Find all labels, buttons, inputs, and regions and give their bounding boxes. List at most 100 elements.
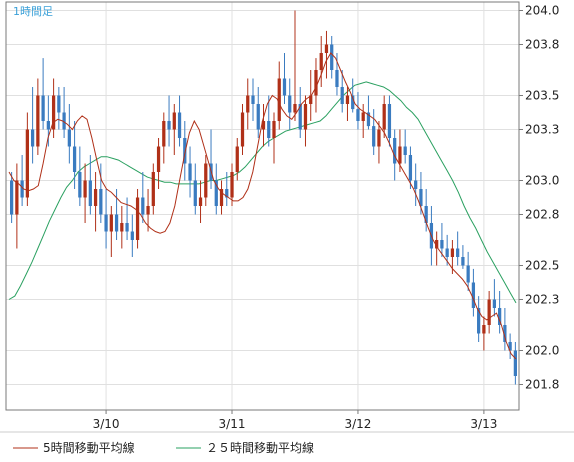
candle-body [335,70,339,87]
legend: 5時間移動平均線 ２５時間移動平均線 [13,440,314,455]
candle-body [461,257,465,266]
ma5-line-layer [8,52,517,360]
candle-body [99,189,103,215]
candle-body [146,206,150,215]
candle-body [345,95,350,104]
candle-body [251,95,255,104]
candle-body [435,240,439,249]
candle-body [151,172,155,206]
candle-body [314,70,318,96]
y-tick-label: 203.0 [525,174,559,188]
candle-body [214,180,218,206]
candle-body [324,44,329,53]
candle-body [30,129,35,147]
candle-body [188,163,192,181]
candle-body [135,197,140,240]
candle-body [141,197,145,215]
ma5-line [8,52,517,360]
y-tick-label: 202.0 [525,344,559,358]
candle-body [508,342,512,351]
candle-body [340,87,344,104]
candle-body [256,104,260,130]
candle-body [230,172,234,198]
y-tick-label: 201.8 [525,378,559,392]
candle-body [466,265,470,283]
candle-body [41,95,45,121]
candle-body [104,214,108,232]
x-tick-label: 3/10 [93,417,120,431]
candle-body [351,95,355,110]
candle-body [88,180,92,206]
candle-body [293,104,297,113]
candle-body [125,223,129,232]
candle-body [513,350,518,376]
candle-body [361,112,365,121]
candle-body [177,112,182,138]
candle-body [9,180,14,215]
candle-body [20,180,24,198]
candle-body [356,109,360,121]
candle-body [372,126,376,147]
candle-body [366,112,371,127]
candle-body [62,112,66,130]
candle-body [445,248,449,257]
candle-body [487,299,491,325]
candle-body [198,197,203,206]
candle-body [183,138,187,164]
candle-body [235,146,239,172]
candle-body [498,308,502,325]
candle-body [319,53,323,70]
candle-body [15,180,19,215]
candle-body [83,180,87,198]
candle-body [219,189,224,206]
candle-body [382,104,386,130]
candle-body [120,223,124,232]
candle-body [272,121,276,138]
candle-body [393,138,397,164]
candle-body [267,121,271,138]
x-axis-ticks: 3/103/113/123/133/14 [93,410,497,431]
y-tick-label: 203.8 [525,38,559,52]
y-axis-ticks: 204.0 203.8 203.5 203.3 203.0 202.8 202.5 202.3… [519,4,559,392]
y-tick-label: 203.3 [525,123,559,137]
y-tick-label: 203.5 [525,89,559,103]
candle-body [424,206,428,223]
candle-body [282,78,287,96]
candle-body [477,308,481,334]
candle-body [114,214,119,232]
x-tick-label: 3/12 [344,417,371,431]
candle-body [67,129,71,147]
candle-body [492,299,497,308]
candle-body [456,248,460,257]
candle-body [78,172,82,198]
candle-body [172,112,176,130]
candle-body [387,104,392,138]
candle-body [503,325,507,342]
y-tick-label: 202.5 [525,259,559,273]
candle-body [408,155,413,181]
candle-body [261,121,266,130]
legend-label-ma25: ２５時間移動平均線 [206,440,314,455]
ma25-line-layer [8,81,517,304]
candle-body [330,44,334,70]
y-tick-label: 202.3 [525,293,559,307]
candle-body [298,104,302,130]
candle-body [414,180,418,189]
x-tick-label: 3/13 [470,417,497,431]
candle-body [309,95,313,104]
candle-body [277,78,281,121]
candle-body [482,325,486,334]
candle-body [46,121,50,130]
candle-body [167,121,171,130]
candle-body [109,214,113,232]
candle-body [93,189,98,206]
candles-layer [9,10,518,385]
candle-body [403,146,407,155]
candle-body [225,189,229,198]
candle-body [130,231,134,240]
candle-body [419,189,423,206]
chart-title: 1時間足 [13,5,53,18]
